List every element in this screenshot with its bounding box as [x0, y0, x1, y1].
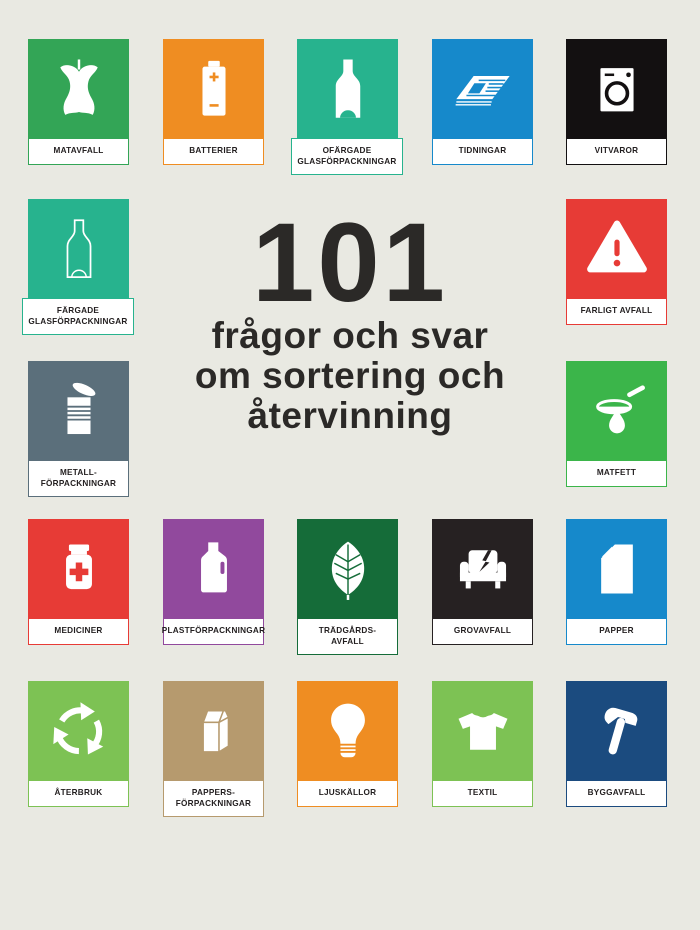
frying-pan-drop-icon: [566, 361, 667, 460]
title-line-3: återvinning: [247, 395, 453, 436]
tin-can-icon: [28, 361, 129, 460]
card-label: OFÄRGADE GLASFÖRPACKNINGAR: [297, 146, 397, 166]
card-farligt-avfall: FARLIGT AVFALL: [566, 199, 667, 325]
card-label: PLASTFÖRPACKNINGAR: [161, 626, 266, 636]
leaf-icon: [297, 519, 398, 618]
card-label: MATAVFALL: [53, 146, 104, 156]
card-metallforpackningar: METALL- FÖRPACKNINGAR: [28, 361, 129, 497]
card-tradgardsavfall: TRÄDGÅRDS- AVFALL: [297, 519, 398, 655]
apple-core-icon: [28, 39, 129, 138]
poster-title: 101 frågor och svar om sortering och åte…: [120, 200, 580, 436]
newspaper-icon: [432, 39, 533, 138]
card-label: MATFETT: [596, 468, 637, 478]
card-aterbruk: ÅTERBRUK: [28, 681, 129, 807]
carton-icon: [163, 681, 264, 780]
card-fargade-glas: FÄRGADE GLASFÖRPACKNINGAR: [22, 199, 134, 335]
card-grovavfall: GROVAVFALL: [432, 519, 533, 645]
t-shirt-icon: [432, 681, 533, 780]
card-label: BYGGAVFALL: [587, 788, 646, 798]
title-line-2: om sortering och: [194, 355, 506, 396]
hammer-icon: [566, 681, 667, 780]
card-label: ÅTERBRUK: [54, 788, 103, 798]
light-bulb-icon: [297, 681, 398, 780]
card-batterier: BATTERIER: [163, 39, 264, 165]
card-label: GROVAVFALL: [453, 626, 512, 636]
card-label: TRÄDGÅRDS- AVFALL: [318, 626, 377, 646]
bottle-outline-icon: [28, 199, 129, 298]
warning-triangle-icon: [566, 199, 667, 298]
paper-sheet-icon: [566, 519, 667, 618]
card-label: BATTERIER: [189, 146, 238, 156]
card-label: VITVAROR: [594, 146, 639, 156]
card-matfett: MATFETT: [566, 361, 667, 487]
card-label: PAPPER: [599, 626, 634, 636]
card-tidningar: TIDNINGAR: [432, 39, 533, 165]
card-matavfall: MATAVFALL: [28, 39, 129, 165]
card-label: FARLIGT AVFALL: [580, 306, 653, 316]
pill-bottle-icon: [28, 519, 129, 618]
card-label: FÄRGADE GLASFÖRPACKNINGAR: [28, 306, 128, 326]
card-mediciner: MEDICINER: [28, 519, 129, 645]
card-label: TEXTIL: [467, 788, 498, 798]
title-line-1: frågor och svar: [211, 315, 489, 356]
card-vitvaror: VITVAROR: [566, 39, 667, 165]
plastic-bottle-icon: [163, 519, 264, 618]
card-ljuskallor: LJUSKÄLLOR: [297, 681, 398, 807]
card-label: TIDNINGAR: [458, 146, 507, 156]
card-ofargade-glas: OFÄRGADE GLASFÖRPACKNINGAR: [291, 39, 403, 175]
armchair-icon: [432, 519, 533, 618]
card-label: MEDICINER: [54, 626, 103, 636]
bottle-solid-icon: [297, 39, 398, 138]
card-label: METALL- FÖRPACKNINGAR: [40, 468, 117, 488]
battery-icon: [163, 39, 264, 138]
card-textil: TEXTIL: [432, 681, 533, 807]
recycle-arrows-icon: [28, 681, 129, 780]
washing-machine-icon: [566, 39, 667, 138]
card-label: LJUSKÄLLOR: [318, 788, 377, 798]
card-byggavfall: BYGGAVFALL: [566, 681, 667, 807]
card-plastforpackningar: PLASTFÖRPACKNINGAR: [161, 519, 266, 645]
card-papper: PAPPER: [566, 519, 667, 645]
card-label: PAPPERS- FÖRPACKNINGAR: [175, 788, 252, 808]
title-number: 101: [252, 200, 448, 325]
card-pappersforpackningar: PAPPERS- FÖRPACKNINGAR: [163, 681, 264, 817]
